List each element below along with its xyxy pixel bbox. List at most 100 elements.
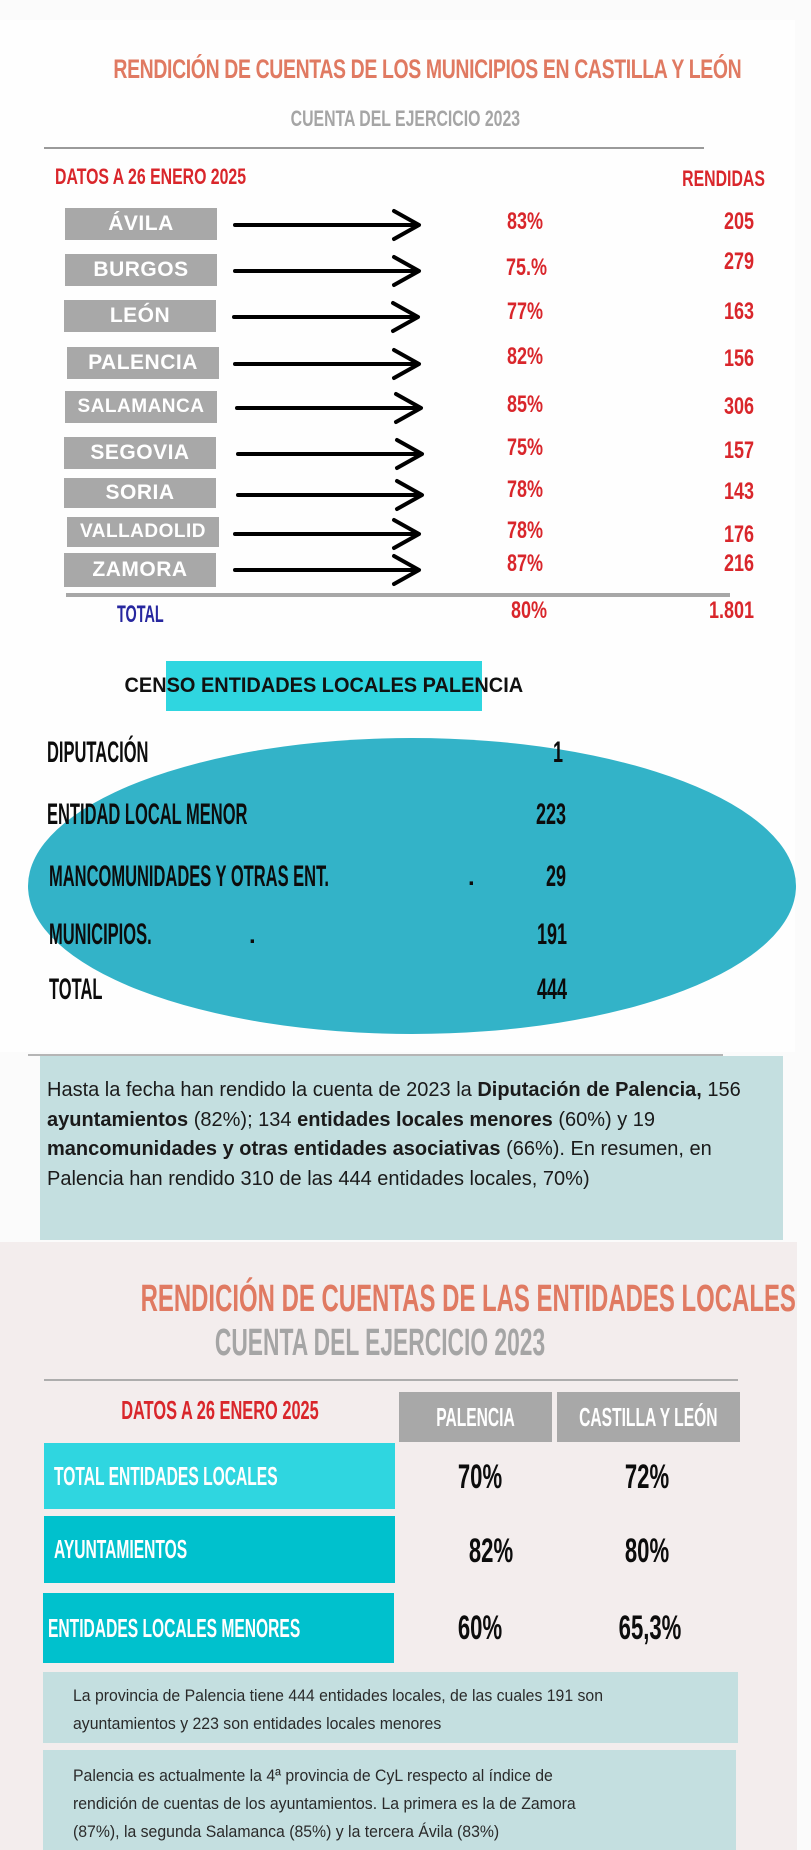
column-header-text: CASTILLA Y LEÓN [579, 1401, 718, 1432]
province-rendidas: 176 [723, 521, 754, 548]
arrow-right-icon [233, 255, 421, 287]
row-label-total: TOTAL ENTIDADES LOCALES [44, 1443, 395, 1509]
arrow-right-icon [233, 348, 421, 380]
summary-text: (66%). En resumen, en Palencia han rendi… [47, 1138, 712, 1190]
province-pct: 83% [507, 208, 544, 235]
section1-subtitle: CUENTA DEL EJERCICIO 2023 [290, 106, 521, 131]
censo-divider [28, 1054, 723, 1056]
censo-label: MANCOMUNIDADES Y OTRAS ENT. [49, 860, 329, 893]
row-label-text: TOTAL ENTIDADES LOCALES [54, 1460, 278, 1491]
column-header-text: PALENCIA [436, 1401, 515, 1432]
province-pct: 82% [507, 343, 544, 370]
censo-banner-text: CENSO ENTIDADES LOCALES PALENCIA [124, 674, 524, 697]
province-rendidas: 216 [723, 550, 754, 577]
arrow-right-icon [236, 438, 424, 470]
province-name: SALAMANCA [65, 391, 217, 423]
province-name: SORIA [64, 478, 216, 508]
arrow-right-icon [235, 392, 423, 424]
province-row: ÁVILA 83% 205 [0, 208, 811, 242]
row-label-ayuntamientos: AYUNTAMIENTOS [44, 1516, 395, 1583]
total-pct: 80% [511, 597, 548, 624]
note-line: La provincia de Palencia tiene 444 entid… [73, 1686, 603, 1705]
censo-label: DIPUTACIÓN [47, 736, 149, 769]
value-cyl: 65,3% [618, 1609, 682, 1647]
column-header-palencia: PALENCIA [399, 1392, 552, 1442]
censo-label: TOTAL [49, 973, 103, 1006]
summary-bold: Diputación de Palencia, [477, 1079, 702, 1101]
value-palencia: 70% [457, 1458, 503, 1496]
arrow-right-icon [232, 301, 420, 333]
entidades-section: RENDICIÓN DE CUENTAS DE LAS ENTIDADES LO… [0, 1242, 797, 1850]
summary-bold: mancomunidades y otras entidades asociat… [47, 1138, 501, 1160]
summary-bold: ayuntamientos [47, 1108, 189, 1131]
censo-value: 223 [535, 798, 566, 831]
arrow-right-icon [233, 518, 421, 550]
rendidas-header: RENDIDAS [682, 166, 765, 191]
section3-date-label: DATOS A 26 ENERO 2025 [121, 1395, 319, 1425]
province-row: BURGOS 75.% 279 [0, 248, 811, 288]
column-header-cyl: CASTILLA Y LEÓN [557, 1392, 740, 1442]
section1-date-label: DATOS A 26 ENERO 2025 [55, 164, 247, 189]
note-line: (87%), la segunda Salamanca (85%) y la t… [73, 1822, 500, 1841]
arrow-right-icon [233, 209, 421, 241]
stray-dot: . [249, 922, 256, 949]
province-row: SEGOVIA 75% 157 [0, 434, 811, 471]
total-label: TOTAL [117, 601, 164, 628]
section3-title: RENDICIÓN DE CUENTAS DE LAS ENTIDADES LO… [140, 1278, 796, 1320]
section1-divider [44, 147, 704, 149]
stray-dot: . [468, 864, 475, 891]
decorative-ellipse [28, 738, 796, 1034]
value-cyl: 80% [624, 1532, 670, 1570]
province-row: VALLADOLID 78% 176 [0, 517, 811, 551]
province-rendidas: 205 [723, 208, 754, 235]
province-name: VALLADOLID [67, 517, 219, 547]
province-name: BURGOS [65, 254, 217, 286]
censo-value: 444 [536, 973, 567, 1006]
province-row: LEÓN 77% 163 [0, 298, 811, 334]
note-line: ayuntamientos y 223 son entidades locale… [73, 1714, 442, 1733]
section3-divider [44, 1379, 738, 1381]
row-label-text: AYUNTAMIENTOS [54, 1534, 188, 1564]
province-rendidas: 156 [723, 345, 754, 372]
censo-label: ENTIDAD LOCAL MENOR [47, 798, 248, 831]
censo-label: MUNICIPIOS. [49, 918, 152, 951]
province-rendidas: 157 [723, 437, 754, 464]
province-row: SORIA 78% 143 [0, 476, 811, 512]
note-line: rendición de cuentas de los ayuntamiento… [73, 1794, 576, 1813]
censo-value: 1 [552, 736, 563, 769]
section1-title: RENDICIÓN DE CUENTAS DE LOS MUNICIPIOS E… [113, 54, 742, 84]
section3-subtitle: CUENTA DEL EJERCICIO 2023 [214, 1322, 546, 1364]
summary-text: (60%) y 19 [552, 1108, 656, 1131]
summary-bold: entidades locales menores [297, 1108, 553, 1131]
total-rendidas: 1.801 [709, 597, 755, 624]
value-palencia: 60% [457, 1609, 503, 1647]
arrow-right-icon [236, 479, 424, 511]
province-name: SEGOVIA [64, 437, 216, 469]
note-line: Palencia es actualmente la 4ª provincia … [73, 1766, 553, 1785]
summary-text: (82%); 134 [188, 1108, 298, 1131]
province-rendidas: 143 [723, 478, 754, 505]
province-name: ÁVILA [65, 208, 217, 240]
province-pct: 75.% [506, 254, 548, 281]
note-ranking: Palencia es actualmente la 4ª provincia … [43, 1750, 736, 1850]
province-row: SALAMANCA 85% 306 [0, 391, 811, 425]
province-pct: 78% [507, 476, 544, 503]
province-name: ZAMORA [64, 553, 216, 587]
province-rendidas: 279 [723, 248, 754, 275]
arrow-right-icon [233, 554, 421, 586]
province-name: PALENCIA [67, 347, 219, 379]
province-row: ZAMORA 87% 216 [0, 550, 811, 587]
total-divider [66, 593, 730, 597]
province-pct: 85% [507, 391, 544, 418]
value-cyl: 72% [624, 1458, 670, 1496]
censo-value: 191 [536, 918, 567, 951]
value-palencia: 82% [468, 1532, 514, 1570]
censo-value: 29 [545, 860, 566, 893]
province-pct: 78% [507, 517, 544, 544]
row-label-elm: ENTIDADES LOCALES MENORES [43, 1593, 394, 1663]
province-rendidas: 163 [723, 298, 754, 325]
row-label-text: ENTIDADES LOCALES MENORES [48, 1612, 301, 1643]
province-pct: 75% [507, 434, 544, 461]
province-rendidas: 306 [723, 393, 754, 420]
note-censo: La provincia de Palencia tiene 444 entid… [43, 1672, 738, 1743]
